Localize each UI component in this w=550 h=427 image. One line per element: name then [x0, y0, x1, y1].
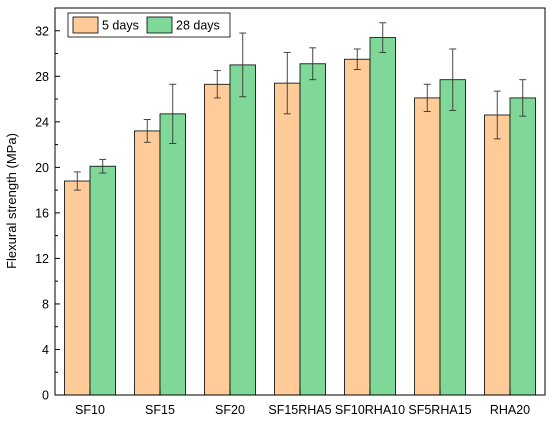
y-tick-label: 16 — [35, 206, 49, 220]
legend-label: 5 days — [102, 19, 139, 33]
y-tick-label: 20 — [35, 161, 49, 175]
bar-series1 — [344, 58, 371, 396]
bar-series1 — [414, 97, 441, 396]
bar-series2 — [509, 97, 536, 396]
x-tick-label: SF10 — [75, 403, 105, 417]
plot-marks — [64, 22, 536, 396]
y-tick-label: 24 — [35, 115, 49, 129]
y-axis-title: Flexural strength (MPa) — [4, 133, 19, 269]
bar-series2 — [229, 64, 256, 396]
x-tick-label: SF15RHA5 — [268, 403, 331, 417]
bar-series1 — [204, 83, 231, 396]
y-axis: 0 4 8 12 16 20 24 28 32 — [35, 24, 60, 403]
x-tick-label: SF5RHA15 — [408, 403, 471, 417]
legend-swatch — [72, 16, 99, 34]
y-tick-label: 0 — [42, 389, 49, 403]
bar-series2 — [159, 113, 186, 396]
y-tick-label: 4 — [42, 343, 49, 357]
bar-series2 — [89, 165, 116, 396]
bar-series1 — [64, 180, 91, 396]
legend: 5 days 28 days — [67, 12, 231, 38]
x-tick-label: RHA20 — [490, 403, 530, 417]
legend-label: 28 days — [176, 19, 220, 33]
y-tick-label: 28 — [35, 70, 49, 84]
bar-series2 — [369, 37, 396, 396]
x-tick-label: SF20 — [215, 403, 245, 417]
bar-series2 — [439, 79, 466, 396]
y-tick-label: 8 — [42, 297, 49, 311]
y-tick-label: 12 — [35, 252, 49, 266]
bar-series1 — [134, 130, 161, 396]
x-axis: SF10 SF15 SF20 SF15RHA5 SF10RHA10 SF5RHA15 RHA… — [75, 390, 530, 417]
x-tick-label: SF15 — [145, 403, 175, 417]
legend-swatch — [146, 16, 173, 34]
bar-series1 — [484, 114, 511, 396]
bar-series2 — [299, 63, 326, 396]
y-tick-label: 32 — [35, 24, 49, 38]
x-tick-label: SF10RHA10 — [335, 403, 405, 417]
bar-series1 — [274, 82, 301, 396]
